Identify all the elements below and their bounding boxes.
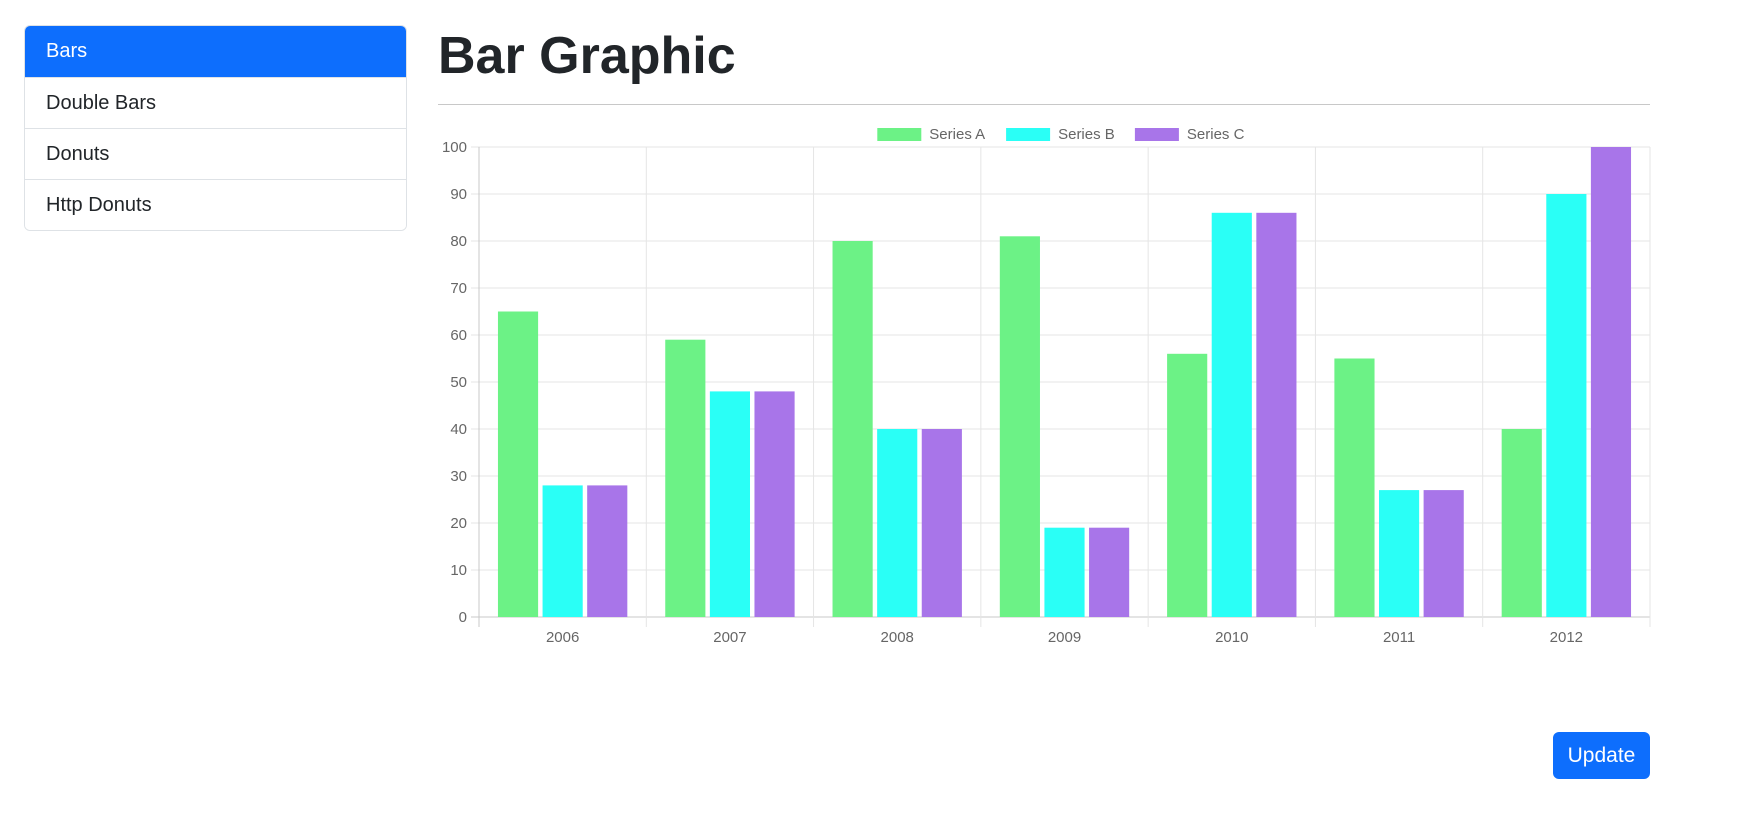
bar-chart: 0 10 20 30 40 50 60 70 80 90 100 2006 2007 2008 2009 20… — [442, 126, 1651, 646]
update-button[interactable]: Update — [1553, 732, 1650, 779]
chart-bars — [497, 147, 1632, 618]
x-tick-label: 2007 — [713, 629, 746, 646]
y-tick-label: 50 — [450, 374, 467, 391]
sidebar-item-double-bars[interactable]: Double Bars — [25, 77, 406, 128]
y-tick-label: 80 — [450, 233, 467, 250]
bar[interactable] — [1378, 490, 1420, 617]
bar[interactable] — [1501, 429, 1542, 617]
y-tick-label: 60 — [450, 327, 467, 344]
chart-legend: Series A Series B Series C — [877, 126, 1245, 143]
y-tick-label: 90 — [450, 186, 467, 203]
sidebar-nav: Bars Double Bars Donuts Http Donuts — [24, 25, 407, 231]
bar[interactable] — [1256, 212, 1297, 618]
bar[interactable] — [1044, 527, 1085, 617]
bar[interactable] — [1167, 353, 1208, 617]
x-tick-label: 2012 — [1550, 629, 1583, 646]
x-tick-label: 2010 — [1215, 629, 1248, 646]
legend-label[interactable]: Series A — [929, 126, 985, 143]
bar[interactable] — [877, 429, 918, 617]
y-tick-label: 10 — [450, 562, 467, 579]
bar[interactable] — [921, 429, 962, 617]
bar[interactable] — [832, 241, 873, 617]
x-tick-label: 2011 — [1383, 629, 1415, 646]
bar[interactable] — [1334, 358, 1375, 618]
y-tick-label: 0 — [459, 609, 467, 626]
bar[interactable] — [1423, 490, 1464, 617]
legend-swatch[interactable] — [1006, 128, 1051, 141]
y-tick-label: 70 — [450, 280, 467, 297]
legend-swatch[interactable] — [1134, 128, 1179, 141]
title-divider — [438, 104, 1650, 105]
y-tick-label: 20 — [450, 515, 467, 532]
sidebar-item-bars[interactable]: Bars — [25, 26, 406, 77]
legend-swatch[interactable] — [877, 128, 922, 141]
x-tick-label: 2009 — [1048, 629, 1081, 646]
bar[interactable] — [709, 391, 751, 617]
bar[interactable] — [665, 339, 706, 617]
chart-axes: 0 10 20 30 40 50 60 70 80 90 100 2006 2007 2008 2009 20… — [442, 139, 1583, 646]
y-tick-label: 30 — [450, 468, 467, 485]
y-tick-label: 100 — [442, 139, 467, 156]
bar[interactable] — [1211, 212, 1252, 618]
bar[interactable] — [1546, 194, 1587, 617]
bar[interactable] — [542, 485, 583, 617]
x-tick-label: 2008 — [881, 629, 914, 646]
bar[interactable] — [587, 485, 628, 617]
bar[interactable] — [1089, 527, 1130, 617]
bar[interactable] — [1590, 147, 1632, 617]
x-tick-label: 2006 — [546, 629, 579, 646]
bar[interactable] — [754, 391, 795, 617]
bar[interactable] — [999, 236, 1040, 618]
y-tick-label: 40 — [450, 421, 467, 438]
legend-label[interactable]: Series C — [1187, 126, 1245, 143]
page-title: Bar Graphic — [438, 27, 736, 85]
bar[interactable] — [497, 311, 539, 618]
legend-label[interactable]: Series B — [1058, 126, 1115, 143]
sidebar-item-donuts[interactable]: Donuts — [25, 128, 406, 179]
sidebar-item-http-donuts[interactable]: Http Donuts — [25, 179, 406, 230]
